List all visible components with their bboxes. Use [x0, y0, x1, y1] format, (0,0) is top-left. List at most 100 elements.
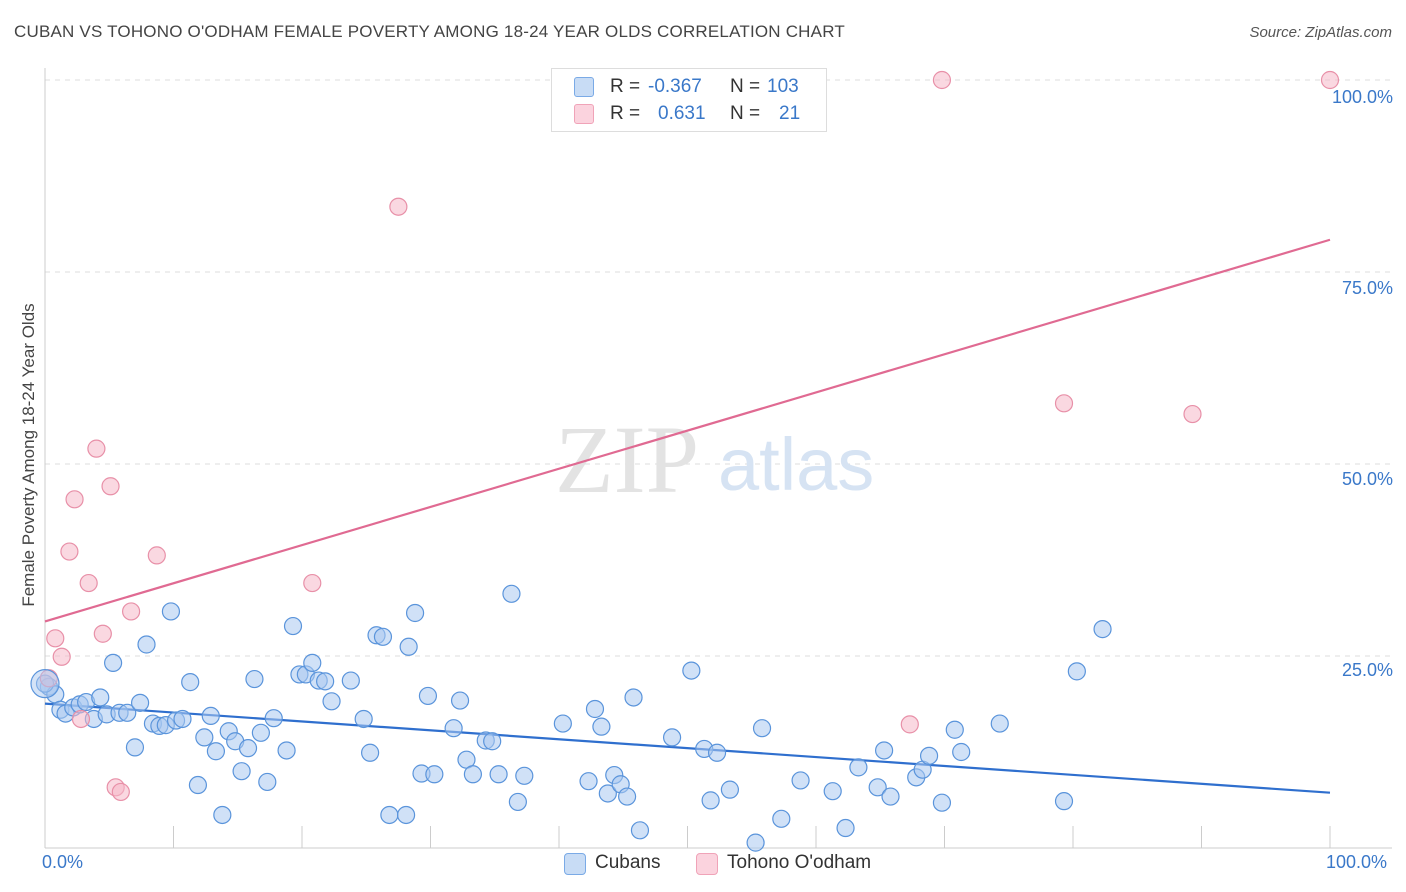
- watermark-zip: ZIP: [555, 406, 699, 513]
- point-cubans: [130, 693, 150, 712]
- watermark: ZIP atlas: [555, 406, 874, 513]
- point-cubans: [1054, 792, 1074, 811]
- point-cubans: [264, 709, 283, 728]
- point-cubans: [125, 738, 145, 757]
- point-cubans: [316, 672, 335, 691]
- point-tohono: [79, 573, 98, 593]
- point-tohono: [1054, 394, 1074, 413]
- point-cubans: [373, 627, 393, 646]
- point-cubans: [188, 775, 208, 795]
- legend-r-value: -0.367: [648, 76, 702, 97]
- legend-swatch-tohono: [574, 104, 594, 124]
- point-cubans: [508, 792, 527, 812]
- point-tohono: [932, 70, 952, 90]
- point-cubans: [881, 787, 900, 806]
- point-tohono: [101, 477, 120, 496]
- bottom-legend-swatch-tohono: [696, 853, 718, 875]
- point-cubans: [502, 584, 521, 603]
- point-cubans: [206, 742, 226, 761]
- axes: [44, 68, 1392, 849]
- point-cubans: [515, 766, 534, 785]
- data-points: [30, 70, 1340, 852]
- chart-title: CUBAN VS TOHONO O'ODHAM FEMALE POVERTY A…: [14, 22, 845, 41]
- point-cubans: [173, 709, 192, 729]
- x-tick-label-min: 0.0%: [42, 852, 84, 872]
- point-tohono: [111, 782, 130, 802]
- point-cubans: [238, 739, 258, 758]
- point-cubans: [361, 743, 380, 762]
- y-tick-label-25: 25.0%: [1341, 660, 1393, 680]
- point-cubans: [341, 671, 360, 690]
- point-cubans: [213, 805, 232, 825]
- point-tohono: [900, 715, 919, 734]
- legend-row-cubans: R = -0.367 N = 103: [552, 72, 826, 100]
- point-cubans: [405, 603, 425, 623]
- point-cubans: [707, 743, 727, 762]
- point-cubans: [245, 669, 264, 689]
- legend-swatch-cubans: [574, 77, 594, 97]
- point-tohono: [87, 439, 106, 458]
- point-tohono: [303, 573, 322, 593]
- legend-n-value: 103: [767, 76, 799, 97]
- source-label: Source: ZipAtlas.com: [1249, 24, 1392, 41]
- bottom-legend-label-tohono: Tohono O'odham: [727, 852, 872, 873]
- point-cubans: [919, 746, 939, 765]
- point-cubans: [791, 771, 810, 790]
- point-tohono: [65, 490, 84, 509]
- point-cubans: [579, 772, 598, 791]
- point-cubans: [201, 706, 220, 726]
- point-cubans: [483, 732, 502, 751]
- y-axis-label: Female Poverty Among 18-24 Year Olds: [19, 303, 38, 607]
- point-cubans: [195, 728, 214, 747]
- point-cubans: [849, 758, 868, 777]
- point-cubans: [425, 765, 444, 784]
- point-cubans: [277, 741, 296, 760]
- legend-r-label: R =: [610, 76, 641, 97]
- legend-r-value: 0.631: [658, 103, 706, 124]
- point-cubans: [682, 661, 701, 680]
- point-cubans-large: [30, 669, 60, 699]
- bottom-legend-label-cubans: Cubans: [595, 852, 661, 873]
- bottom-legend-swatch-cubans: [564, 853, 586, 875]
- trend-lines: [44, 238, 1331, 794]
- gridlines: [45, 79, 1392, 657]
- point-cubans: [945, 720, 964, 739]
- legend-n-label: N =: [730, 103, 761, 124]
- x-tick-label-max: 100.0%: [1326, 852, 1388, 872]
- point-cubans: [396, 805, 416, 825]
- point-cubans: [720, 780, 740, 799]
- point-cubans: [1067, 662, 1086, 681]
- point-cubans: [932, 793, 952, 812]
- point-cubans: [1093, 620, 1112, 639]
- point-cubans: [624, 688, 643, 707]
- point-cubans: [952, 742, 971, 762]
- point-cubans: [463, 765, 483, 784]
- trend-line-tohono: [44, 238, 1331, 623]
- point-cubans: [990, 714, 1009, 733]
- point-cubans: [232, 762, 251, 781]
- point-cubans: [598, 784, 617, 803]
- point-cubans: [752, 719, 772, 738]
- point-cubans: [118, 703, 137, 722]
- point-cubans: [489, 765, 508, 784]
- point-tohono: [1320, 70, 1340, 90]
- point-cubans: [772, 809, 791, 828]
- point-cubans: [418, 686, 438, 706]
- y-tick-label-50: 50.0%: [1341, 469, 1393, 489]
- point-tohono: [46, 629, 65, 648]
- point-cubans: [746, 833, 765, 852]
- point-tohono: [147, 546, 166, 565]
- point-tohono: [389, 197, 408, 216]
- point-cubans: [137, 635, 156, 654]
- point-cubans: [303, 653, 322, 673]
- point-tohono: [52, 647, 71, 666]
- point-cubans: [181, 673, 200, 692]
- point-cubans: [662, 728, 682, 747]
- stats-legend: R = -0.367 N = 103 R = 0.631 N = 21: [551, 68, 827, 132]
- point-cubans: [322, 692, 341, 711]
- point-tohono: [60, 542, 79, 561]
- point-cubans: [251, 723, 270, 742]
- point-cubans: [836, 818, 855, 838]
- trend-line-cubans: [44, 702, 1331, 794]
